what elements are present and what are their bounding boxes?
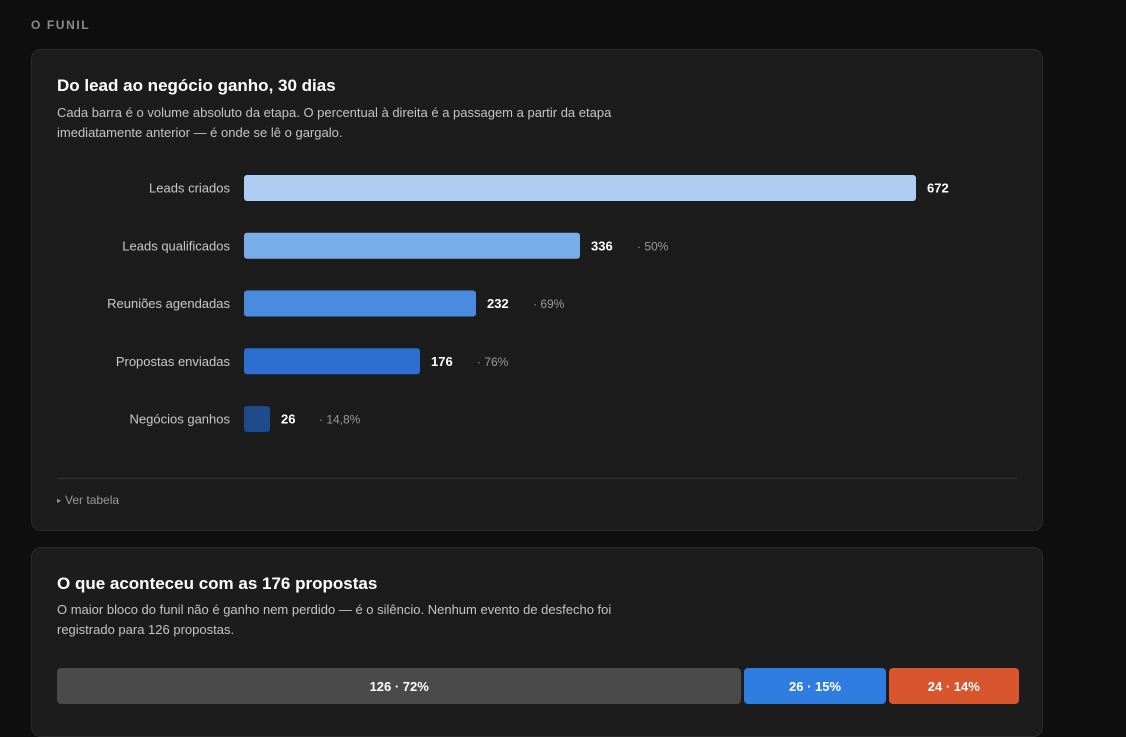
funnel-category-label: Leads criados [149, 181, 230, 196]
funnel-conversion-label: · 14,8% [319, 413, 361, 427]
funnel-card: Do lead ao negócio ganho, 30 dias Cada b… [31, 49, 1043, 531]
disclosure-triangle-icon: ▸ [57, 496, 62, 505]
funnel-bar [244, 406, 270, 432]
funnel-card-description: Cada barra é o volume absoluto da etapa.… [57, 105, 612, 140]
outcome-segment-lost: 24 · 14% [888, 668, 1019, 704]
funnel-bar [244, 290, 476, 317]
funnel-value-label: 26 [281, 412, 295, 427]
outcome-card-title: O que aconteceu com as 176 propostas [57, 574, 378, 593]
funnel-bar [244, 348, 420, 375]
funnel-bar [244, 175, 916, 201]
funnel-value-label: 672 [927, 181, 949, 196]
view-table-toggle[interactable]: ▸ Ver tabela [57, 493, 119, 507]
outcome-segment-silent: 126 · 72% [57, 668, 742, 704]
funnel-category-label: Negócios ganhos [130, 412, 231, 427]
outcome-card-description: O maior bloco do funil não é ganho nem p… [57, 602, 612, 637]
outcome-stacked-bar: 126 · 72% 26 · 15% 24 · 14% [57, 668, 1019, 704]
funnel-bar [244, 232, 580, 259]
funnel-conversion-label: · 50% [637, 239, 669, 253]
outcome-segment-won: 26 · 15% [744, 668, 886, 704]
funnel-category-label: Propostas enviadas [116, 354, 231, 369]
outcome-card: O que aconteceu com as 176 propostas O m… [31, 547, 1043, 737]
funnel-value-label: 232 [487, 296, 509, 311]
funnel-chart: Leads criados 672 Leads qualificados 336 · 5… [107, 175, 949, 432]
divider [57, 478, 1017, 479]
view-table-label: Ver tabela [65, 493, 120, 507]
funnel-category-label: Leads qualificados [122, 238, 230, 253]
funnel-conversion-label: · 69% [533, 297, 565, 311]
funnel-value-label: 336 [591, 238, 613, 253]
funnel-category-label: Reuniões agendadas [107, 296, 230, 311]
funnel-card-title: Do lead ao negócio ganho, 30 dias [57, 76, 336, 95]
funnel-value-label: 176 [431, 354, 453, 369]
funnel-conversion-label: · 76% [477, 355, 509, 369]
section-label: O FUNIL [31, 18, 91, 32]
